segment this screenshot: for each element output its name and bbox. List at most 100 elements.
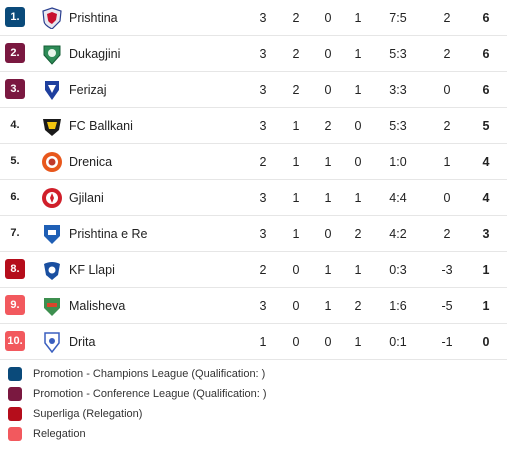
table-row[interactable]: 3. Ferizaj 3 2 0 1 3:3 0 6	[0, 72, 507, 108]
goal-difference-cell: 2	[443, 119, 451, 133]
goals-cell: 0:1	[389, 335, 407, 349]
points-cell: 0	[482, 335, 490, 349]
legend-item: Relegation	[0, 424, 507, 444]
team-name[interactable]: Drita	[69, 335, 96, 349]
draws-cell: 0	[324, 335, 332, 349]
draws-cell: 1	[324, 155, 332, 169]
rank-badge: 8.	[5, 259, 25, 279]
wins-cell: 0	[292, 263, 300, 277]
draws-cell: 0	[324, 47, 332, 61]
points-cell: 6	[482, 11, 490, 25]
goal-difference-cell: 0	[443, 83, 451, 97]
legend-color-swatch	[8, 387, 22, 401]
points-cell: 6	[482, 83, 490, 97]
goals-cell: 5:3	[389, 47, 407, 61]
wins-cell: 0	[292, 335, 300, 349]
played-cell: 3	[259, 47, 267, 61]
legend-item: Promotion - Conference League (Qualifica…	[0, 384, 507, 404]
team-name[interactable]: Malisheva	[69, 299, 126, 313]
played-cell: 3	[259, 227, 267, 241]
draws-cell: 1	[324, 191, 332, 205]
drenica-logo-icon	[41, 151, 63, 173]
rank-badge: 7.	[10, 227, 20, 239]
legend-item: Superliga (Relegation)	[0, 404, 507, 424]
rank-badge: 3.	[5, 79, 25, 99]
wins-cell: 2	[292, 11, 300, 25]
goals-cell: 4:2	[389, 227, 407, 241]
standings-table: 1. Prishtina 3 2 0 1 7:5 2 6 2. Dukagjini 3 2 0 1 5:3 2 6…	[0, 0, 507, 360]
rank-badge: 9.	[5, 295, 25, 315]
table-row[interactable]: 10. Drita 1 0 0 1 0:1 -1 0	[0, 324, 507, 360]
malisheva-logo-icon	[41, 295, 63, 317]
table-row[interactable]: 6. Gjilani 3 1 1 1 4:4 0 4	[0, 180, 507, 216]
played-cell: 2	[259, 263, 267, 277]
legend-label: Superliga (Relegation)	[33, 408, 143, 420]
table-row[interactable]: 1. Prishtina 3 2 0 1 7:5 2 6	[0, 0, 507, 36]
goals-cell: 0:3	[389, 263, 407, 277]
goals-cell: 3:3	[389, 83, 407, 97]
goals-cell: 1:6	[389, 299, 407, 313]
played-cell: 2	[259, 155, 267, 169]
goals-cell: 1:0	[389, 155, 407, 169]
team-name[interactable]: Gjilani	[69, 191, 104, 205]
played-cell: 3	[259, 191, 267, 205]
goal-difference-cell: -1	[441, 335, 453, 349]
losses-cell: 0	[354, 119, 362, 133]
rank-badge: 5.	[10, 155, 20, 167]
played-cell: 1	[259, 335, 267, 349]
losses-cell: 0	[354, 155, 362, 169]
rank-badge: 6.	[10, 191, 20, 203]
rank-badge: 2.	[5, 43, 25, 63]
team-name[interactable]: Dukagjini	[69, 47, 121, 61]
wins-cell: 2	[292, 83, 300, 97]
table-row[interactable]: 5. Drenica 2 1 1 0 1:0 1 4	[0, 144, 507, 180]
table-row[interactable]: 9. Malisheva 3 0 1 2 1:6 -5 1	[0, 288, 507, 324]
team-name[interactable]: FC Ballkani	[69, 119, 133, 133]
table-row[interactable]: 8. KF Llapi 2 0 1 1 0:3 -3 1	[0, 252, 507, 288]
team-name[interactable]: KF Llapi	[69, 263, 115, 277]
table-row[interactable]: 4. FC Ballkani 3 1 2 0 5:3 2 5	[0, 108, 507, 144]
team-name[interactable]: Ferizaj	[69, 83, 107, 97]
team-name[interactable]: Drenica	[69, 155, 113, 169]
wins-cell: 0	[292, 299, 300, 313]
legend-label: Promotion - Champions League (Qualificat…	[33, 368, 266, 380]
table-row[interactable]: 7. Prishtina e Re 3 1 0 2 4:2 2 3	[0, 216, 507, 252]
points-cell: 1	[482, 299, 490, 313]
prishtina-e-re-logo-icon	[41, 223, 63, 245]
losses-cell: 2	[354, 299, 362, 313]
team-name[interactable]: Prishtina e Re	[69, 227, 148, 241]
wins-cell: 1	[292, 227, 300, 241]
draws-cell: 1	[324, 263, 332, 277]
points-cell: 1	[482, 263, 490, 277]
points-cell: 4	[482, 191, 490, 205]
table-row[interactable]: 2. Dukagjini 3 2 0 1 5:3 2 6	[0, 36, 507, 72]
llapi-logo-icon	[41, 259, 63, 281]
played-cell: 3	[259, 299, 267, 313]
played-cell: 3	[259, 119, 267, 133]
draws-cell: 2	[324, 119, 332, 133]
drita-logo-icon	[41, 331, 63, 354]
dukagjini-logo-icon	[41, 43, 63, 65]
gjilani-logo-icon	[41, 187, 63, 209]
goal-difference-cell: 2	[443, 47, 451, 61]
goal-difference-cell: 0	[443, 191, 451, 205]
draws-cell: 0	[324, 83, 332, 97]
goal-difference-cell: 2	[443, 11, 451, 25]
draws-cell: 1	[324, 299, 332, 313]
losses-cell: 1	[354, 47, 362, 61]
rank-badge: 10.	[5, 331, 25, 351]
losses-cell: 1	[354, 83, 362, 97]
goals-cell: 7:5	[389, 11, 407, 25]
rank-badge: 4.	[10, 119, 20, 131]
prishtina-logo-icon	[41, 7, 63, 30]
team-name[interactable]: Prishtina	[69, 11, 118, 25]
draws-cell: 0	[324, 11, 332, 25]
goal-difference-cell: 1	[443, 155, 451, 169]
points-cell: 4	[482, 155, 490, 169]
rank-badge: 1.	[5, 7, 25, 27]
points-cell: 3	[482, 227, 490, 241]
played-cell: 3	[259, 83, 267, 97]
wins-cell: 2	[292, 47, 300, 61]
losses-cell: 1	[354, 335, 362, 349]
losses-cell: 1	[354, 11, 362, 25]
